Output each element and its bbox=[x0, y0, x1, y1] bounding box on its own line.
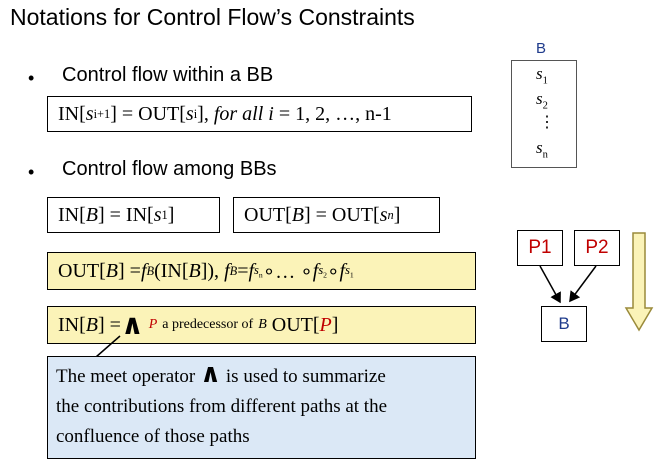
var-b: B bbox=[188, 259, 201, 282]
sub-2: 2 bbox=[323, 270, 327, 280]
formula-sub-i-plus-1: i+1 bbox=[93, 106, 111, 121]
text-compose: ∘… ∘ bbox=[262, 260, 313, 283]
note-text: The meet operator bbox=[56, 366, 196, 387]
sub-n: n bbox=[387, 207, 394, 222]
flow-direction-arrow-icon bbox=[624, 232, 654, 332]
block-label: B bbox=[536, 40, 547, 57]
predecessor-node-p2: P2 bbox=[574, 230, 620, 266]
sub-n: n bbox=[542, 149, 548, 161]
text-close: ] bbox=[393, 203, 401, 226]
block-node-b: B bbox=[541, 306, 587, 342]
bullet-control-flow-among-bbs: Control flow among BBs bbox=[62, 158, 277, 180]
var-b: B bbox=[105, 259, 118, 282]
text-close: ]), bbox=[200, 259, 220, 282]
vertical-dots: ⋮ bbox=[539, 114, 555, 131]
formula-close: ], bbox=[197, 102, 209, 125]
text-close: ] bbox=[167, 203, 175, 226]
text-out: OUT[ bbox=[244, 203, 292, 226]
text-close: ] bbox=[331, 313, 339, 336]
sub-1: 1 bbox=[542, 75, 548, 87]
edge-p1-to-b bbox=[539, 265, 561, 304]
text-eq-out: ] = OUT[ bbox=[303, 203, 380, 226]
note-text: is used to summarize bbox=[225, 366, 386, 387]
sub-s: s bbox=[254, 262, 259, 277]
var-b: B bbox=[291, 203, 304, 226]
sub-1: 1 bbox=[161, 207, 168, 222]
sub-n: n bbox=[258, 270, 263, 280]
formula-s: s bbox=[85, 102, 94, 125]
sub-s: s bbox=[345, 262, 350, 277]
var-f: f bbox=[339, 259, 346, 282]
basic-block-diagram bbox=[511, 60, 577, 168]
edge-p2-to-b bbox=[569, 265, 597, 303]
statement-sn: sn bbox=[536, 138, 548, 160]
var-s: s bbox=[536, 64, 543, 83]
var-b: B bbox=[258, 317, 267, 332]
var-f: f bbox=[224, 259, 230, 282]
var-p: P bbox=[148, 317, 158, 332]
statement-s2: s2 bbox=[536, 89, 548, 111]
var-b: B bbox=[85, 313, 98, 336]
sub-1: 1 bbox=[349, 270, 354, 280]
text-out: OUT[ bbox=[271, 313, 320, 336]
var-s: s bbox=[536, 89, 543, 108]
statement-s1: s1 bbox=[536, 64, 548, 86]
note-line-2: the contributions from different paths a… bbox=[56, 396, 388, 417]
var-p: P bbox=[319, 313, 332, 336]
out-equals-out-box: OUT[B] = OUT[s n] bbox=[233, 197, 440, 233]
predecessor-node-p1: P1 bbox=[517, 230, 563, 266]
text-in: (IN[ bbox=[154, 259, 189, 282]
bullet-marker: • bbox=[28, 162, 35, 182]
page-title: Notations for Control Flow’s Constraints bbox=[10, 4, 415, 30]
text-in: IN[ bbox=[58, 203, 86, 226]
formula-for-all-i: for all i bbox=[213, 102, 274, 125]
formula-mid: ] = OUT[ bbox=[110, 102, 186, 125]
text-eq: ] = bbox=[117, 259, 141, 282]
sub-2: 2 bbox=[542, 100, 548, 112]
meet-operator-symbol: ∧ bbox=[200, 359, 222, 389]
meet-operator-symbol: ∧ bbox=[120, 308, 144, 341]
formula-range: = 1, 2, …, n-1 bbox=[278, 102, 392, 125]
bullet-marker: • bbox=[28, 68, 35, 88]
note-line-3: confluence of those paths bbox=[56, 426, 250, 447]
text-eq-in: ] = IN[ bbox=[97, 203, 154, 226]
formula-sub-i: i bbox=[193, 106, 198, 121]
var-f: f bbox=[140, 259, 147, 282]
meet-operator-note: The meet operator ∧ is used to summarize… bbox=[47, 356, 476, 459]
note-line-1: The meet operator ∧ is used to summarize bbox=[56, 361, 467, 392]
in-equals-in-box: IN[B] = IN[s 1] bbox=[47, 197, 220, 233]
text-eq: = bbox=[237, 259, 249, 282]
var-s: s bbox=[536, 138, 543, 157]
text-eq: ] = bbox=[97, 313, 121, 336]
text-out: OUT[ bbox=[58, 259, 106, 282]
sub-s: s bbox=[318, 262, 324, 277]
text-compose: ∘ bbox=[327, 260, 340, 283]
sub-b: B bbox=[146, 263, 155, 278]
predecessor-description: a predecessor of bbox=[162, 317, 254, 332]
var-s: s bbox=[379, 203, 388, 226]
var-b: B bbox=[85, 203, 98, 226]
var-s: s bbox=[153, 203, 162, 226]
within-bb-formula-box: IN[s i+1] = OUT[s i], for all i = 1, 2, …,… bbox=[47, 96, 472, 132]
formula-in: IN[ bbox=[58, 102, 86, 125]
text-in: IN[ bbox=[58, 313, 86, 336]
var-f: f bbox=[248, 259, 255, 282]
var-f: f bbox=[312, 259, 319, 282]
sub-b: B bbox=[229, 263, 238, 278]
formula-s: s bbox=[185, 102, 194, 125]
bullet-control-flow-within-bb: Control flow within a BB bbox=[62, 64, 274, 86]
